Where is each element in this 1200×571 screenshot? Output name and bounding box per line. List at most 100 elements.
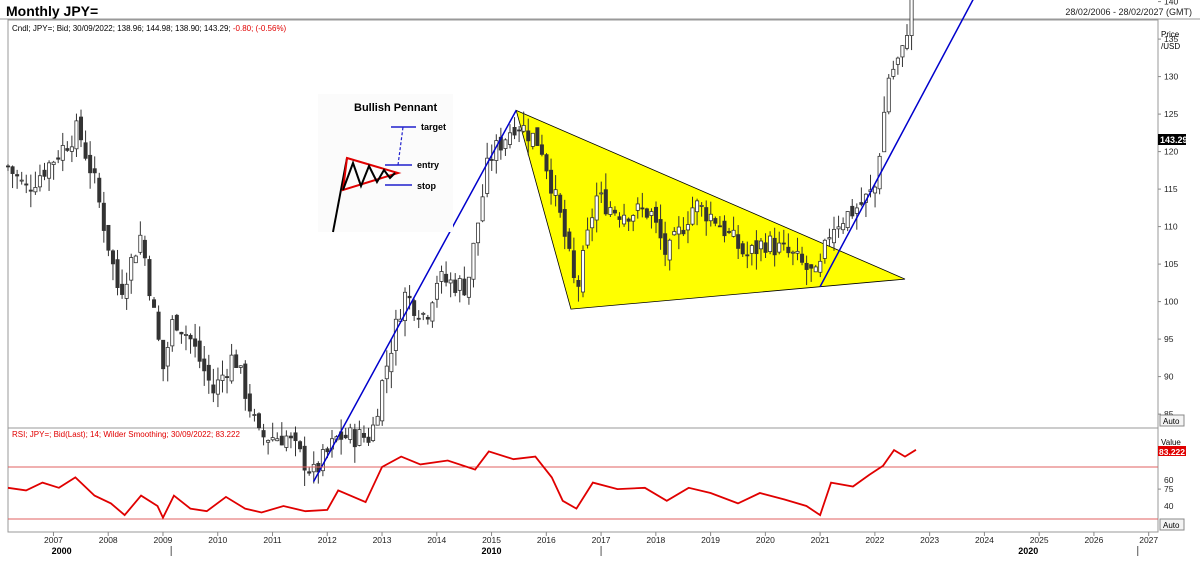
candle-body [685,224,690,231]
candle-body [124,283,129,299]
candle-body [261,430,266,438]
x-tick-label: 2026 [1084,535,1103,545]
x-tick-label: 2024 [975,535,994,545]
candle-body [247,393,252,412]
inset-title: Bullish Pennant [354,102,437,114]
candle-body [740,243,745,255]
x-tick-label: 2011 [263,535,282,545]
candle-body [640,207,645,210]
rsi-legend: RSI; JPY=; Bid(Last); 14; Wilder Smoothi… [12,430,240,439]
candle-body [238,365,243,368]
candle-body [800,253,805,263]
price-auto-button[interactable]: Auto [1159,414,1185,427]
price-tick-label: 115 [1164,184,1178,194]
candle-body [535,127,540,146]
candle-body [65,148,70,151]
rsi-panel-frame [7,427,1159,533]
candle-body [138,234,143,253]
candle-body [831,228,836,244]
candle-body [129,257,134,281]
candle-body [152,299,157,308]
candle-body [439,271,444,282]
rsi-last-tag: 83.222 [1159,447,1185,457]
candle-body [503,139,508,149]
x-tick-label: 2016 [537,535,556,545]
candle-body [288,435,293,439]
candle-body [197,340,202,362]
candle-body [307,471,312,474]
candle-body [777,242,782,253]
candle-body [19,179,24,182]
candle-body [699,205,704,207]
candle-body [813,266,818,273]
candle-body [60,145,65,161]
candle-body [804,262,809,270]
price-tick-label: 85 [1164,409,1174,419]
candle-body [749,245,754,254]
x-tick-label: 2014 [427,535,446,545]
candle-body [275,438,280,442]
x-tick-label: 2009 [154,535,173,545]
inset-target-label: target [421,122,446,132]
candle-body [412,300,417,316]
candle-body [667,239,672,261]
price-tick-label: 135 [1164,34,1178,44]
candle-body [56,157,61,160]
candle-body [485,157,490,194]
inset-stop-label: stop [417,181,437,191]
candle-body [854,207,859,214]
rsi-tick-label: 60 [1164,475,1174,485]
candle-body [658,219,663,239]
candle-body [539,144,544,155]
candle-body [635,203,640,211]
price-tick-label: 120 [1164,147,1178,157]
chart-title: Monthly JPY= [6,3,99,19]
x-tick-label: 2022 [865,535,884,545]
candle-body [758,240,763,250]
candle-body [905,35,910,49]
candle-body [256,413,261,429]
candle-body [42,169,47,177]
candle-body [631,215,636,222]
candle-body [612,209,617,214]
candle-body [69,146,74,152]
candle-body [243,363,248,399]
candle-body [617,216,622,220]
candle-body [188,334,193,340]
trendline [819,0,974,287]
candle-body [763,242,768,253]
candle-body [713,218,718,224]
candle-body [366,436,371,443]
x-tick-label: 2021 [811,535,830,545]
candle-body [644,208,649,218]
candle-body [88,154,93,174]
candle-body [270,437,275,441]
price-tick-label: 110 [1164,222,1178,232]
candle-body [220,374,225,381]
rsi-auto-button[interactable]: Auto [1159,518,1185,531]
inset-background [318,94,453,232]
candle-body [357,429,362,446]
price-tick-label: 75 [1164,484,1174,494]
candle-body [375,415,380,426]
candle-body [654,206,659,223]
candle-body [790,251,795,254]
candle-body [266,440,271,443]
candle-body [101,202,106,231]
candle-body [886,77,891,113]
x-tick-label: 2010 [208,535,227,545]
x-tick-label: 2020 [756,535,775,545]
candle-body [293,432,298,442]
candle-body [594,195,599,221]
candle-body [421,312,426,315]
candle-body [6,165,11,168]
candle-body [585,229,590,246]
candle-body [348,427,353,440]
candle-body [302,445,307,471]
trendline [312,109,517,482]
x-tick-label: 2019 [701,535,720,545]
candle-body [298,441,303,450]
candle-body [676,226,681,235]
price-legend: Cndl; JPY=; Bid; 30/09/2022; 138.96; 144… [12,24,287,33]
candle-body [626,218,631,222]
